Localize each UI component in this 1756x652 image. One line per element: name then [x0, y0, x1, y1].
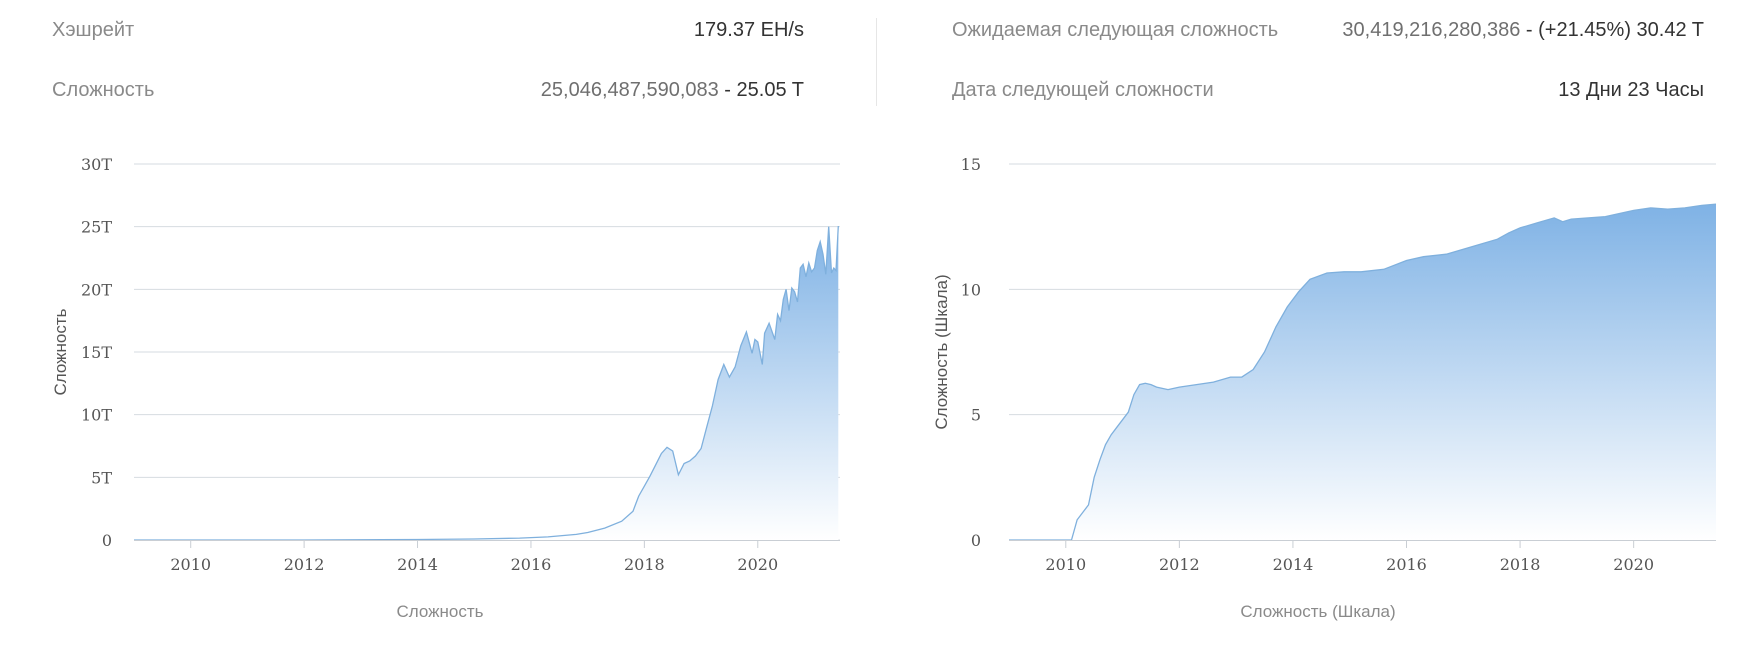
- stats-divider: [876, 18, 877, 106]
- series-line: [1009, 203, 1717, 541]
- next-difficulty-value-rest: - (+21.45%) 30.42 T: [1520, 19, 1704, 41]
- x-axis-title: Сложность: [396, 602, 483, 621]
- difficulty-value-full: 25,046,487,590,083: [540, 79, 719, 101]
- hashrate-label: Хэшрейт: [52, 19, 135, 41]
- x-tick-label: 2016: [511, 555, 552, 574]
- x-tick-label: 2018: [1500, 555, 1541, 574]
- y-tick-label: 15: [961, 155, 981, 174]
- x-tick-label: 2014: [397, 555, 438, 574]
- next-difficulty-value: 30,419,216,280,386 - (+21.45%) 30.42 T: [1342, 14, 1704, 46]
- x-tick-label: 2020: [737, 555, 778, 574]
- difficulty-chart: 0 5T 10T 15T 20T 25T 30T 2010 2012 2014 2016 2018 20…: [51, 155, 840, 621]
- x-tick-label: 2018: [624, 555, 665, 574]
- x-tick-label: 2012: [1159, 555, 1200, 574]
- x-tick-label: 2014: [1273, 555, 1314, 574]
- y-tick-label: 0: [102, 531, 112, 550]
- y-tick-label: 25T: [81, 218, 112, 237]
- y-tick-label: 15T: [81, 343, 112, 362]
- y-tick-label: 10: [961, 280, 981, 299]
- series-line: [134, 225, 839, 541]
- y-tick-label: 0: [971, 531, 981, 550]
- x-tick-label: 2012: [284, 555, 325, 574]
- x-axis-title: Сложность (Шкала): [1240, 602, 1395, 621]
- next-difficulty-value-full: 30,419,216,280,386: [1342, 19, 1521, 41]
- y-tick-label: 20T: [81, 280, 112, 299]
- next-difficulty-label: Ожидаемая следующая сложность: [952, 19, 1279, 41]
- difficulty-row: Сложность 25,046,487,590,083 - 25.05 T: [52, 74, 804, 106]
- stats-panel-left: Хэшрейт 179.37 EH/s Сложность 25,046,487…: [52, 0, 804, 110]
- next-date-row: Дата следующей сложности 13 Дни 23 Часы: [952, 74, 1704, 106]
- y-axis-title: Сложность (Шкала): [932, 274, 951, 429]
- difficulty-scale-chart: 0 5 10 15 2010 2012 2014 2016 2018 2020 Сложность …: [932, 155, 1717, 621]
- stats-panel-right: Ожидаемая следующая сложность 30,419,216…: [952, 0, 1704, 110]
- y-tick-label: 5: [971, 406, 981, 425]
- next-difficulty-row: Ожидаемая следующая сложность 30,419,216…: [952, 14, 1704, 46]
- series-area: [1009, 204, 1716, 540]
- y-axis-title: Сложность: [51, 308, 70, 395]
- x-tick-label: 2010: [1045, 555, 1086, 574]
- y-tick-label: 5T: [91, 468, 112, 487]
- y-tick-label: 10T: [81, 406, 112, 425]
- hashrate-value: 179.37 EH/s: [693, 19, 804, 41]
- x-tick-label: 2016: [1386, 555, 1427, 574]
- difficulty-value-separator: -: [718, 79, 737, 101]
- series-area: [134, 226, 839, 540]
- difficulty-value-short: 25.05 T: [736, 79, 804, 101]
- y-tick-label: 30T: [81, 155, 112, 174]
- next-date-label: Дата следующей сложности: [952, 79, 1214, 101]
- hashrate-row: Хэшрейт 179.37 EH/s: [52, 14, 804, 46]
- difficulty-label: Сложность: [52, 79, 155, 101]
- x-tick-label: 2020: [1613, 555, 1654, 574]
- difficulty-value: 25,046,487,590,083 - 25.05 T: [541, 74, 804, 106]
- x-tick-label: 2010: [170, 555, 211, 574]
- next-date-value: 13 Дни 23 Часы: [1558, 79, 1704, 101]
